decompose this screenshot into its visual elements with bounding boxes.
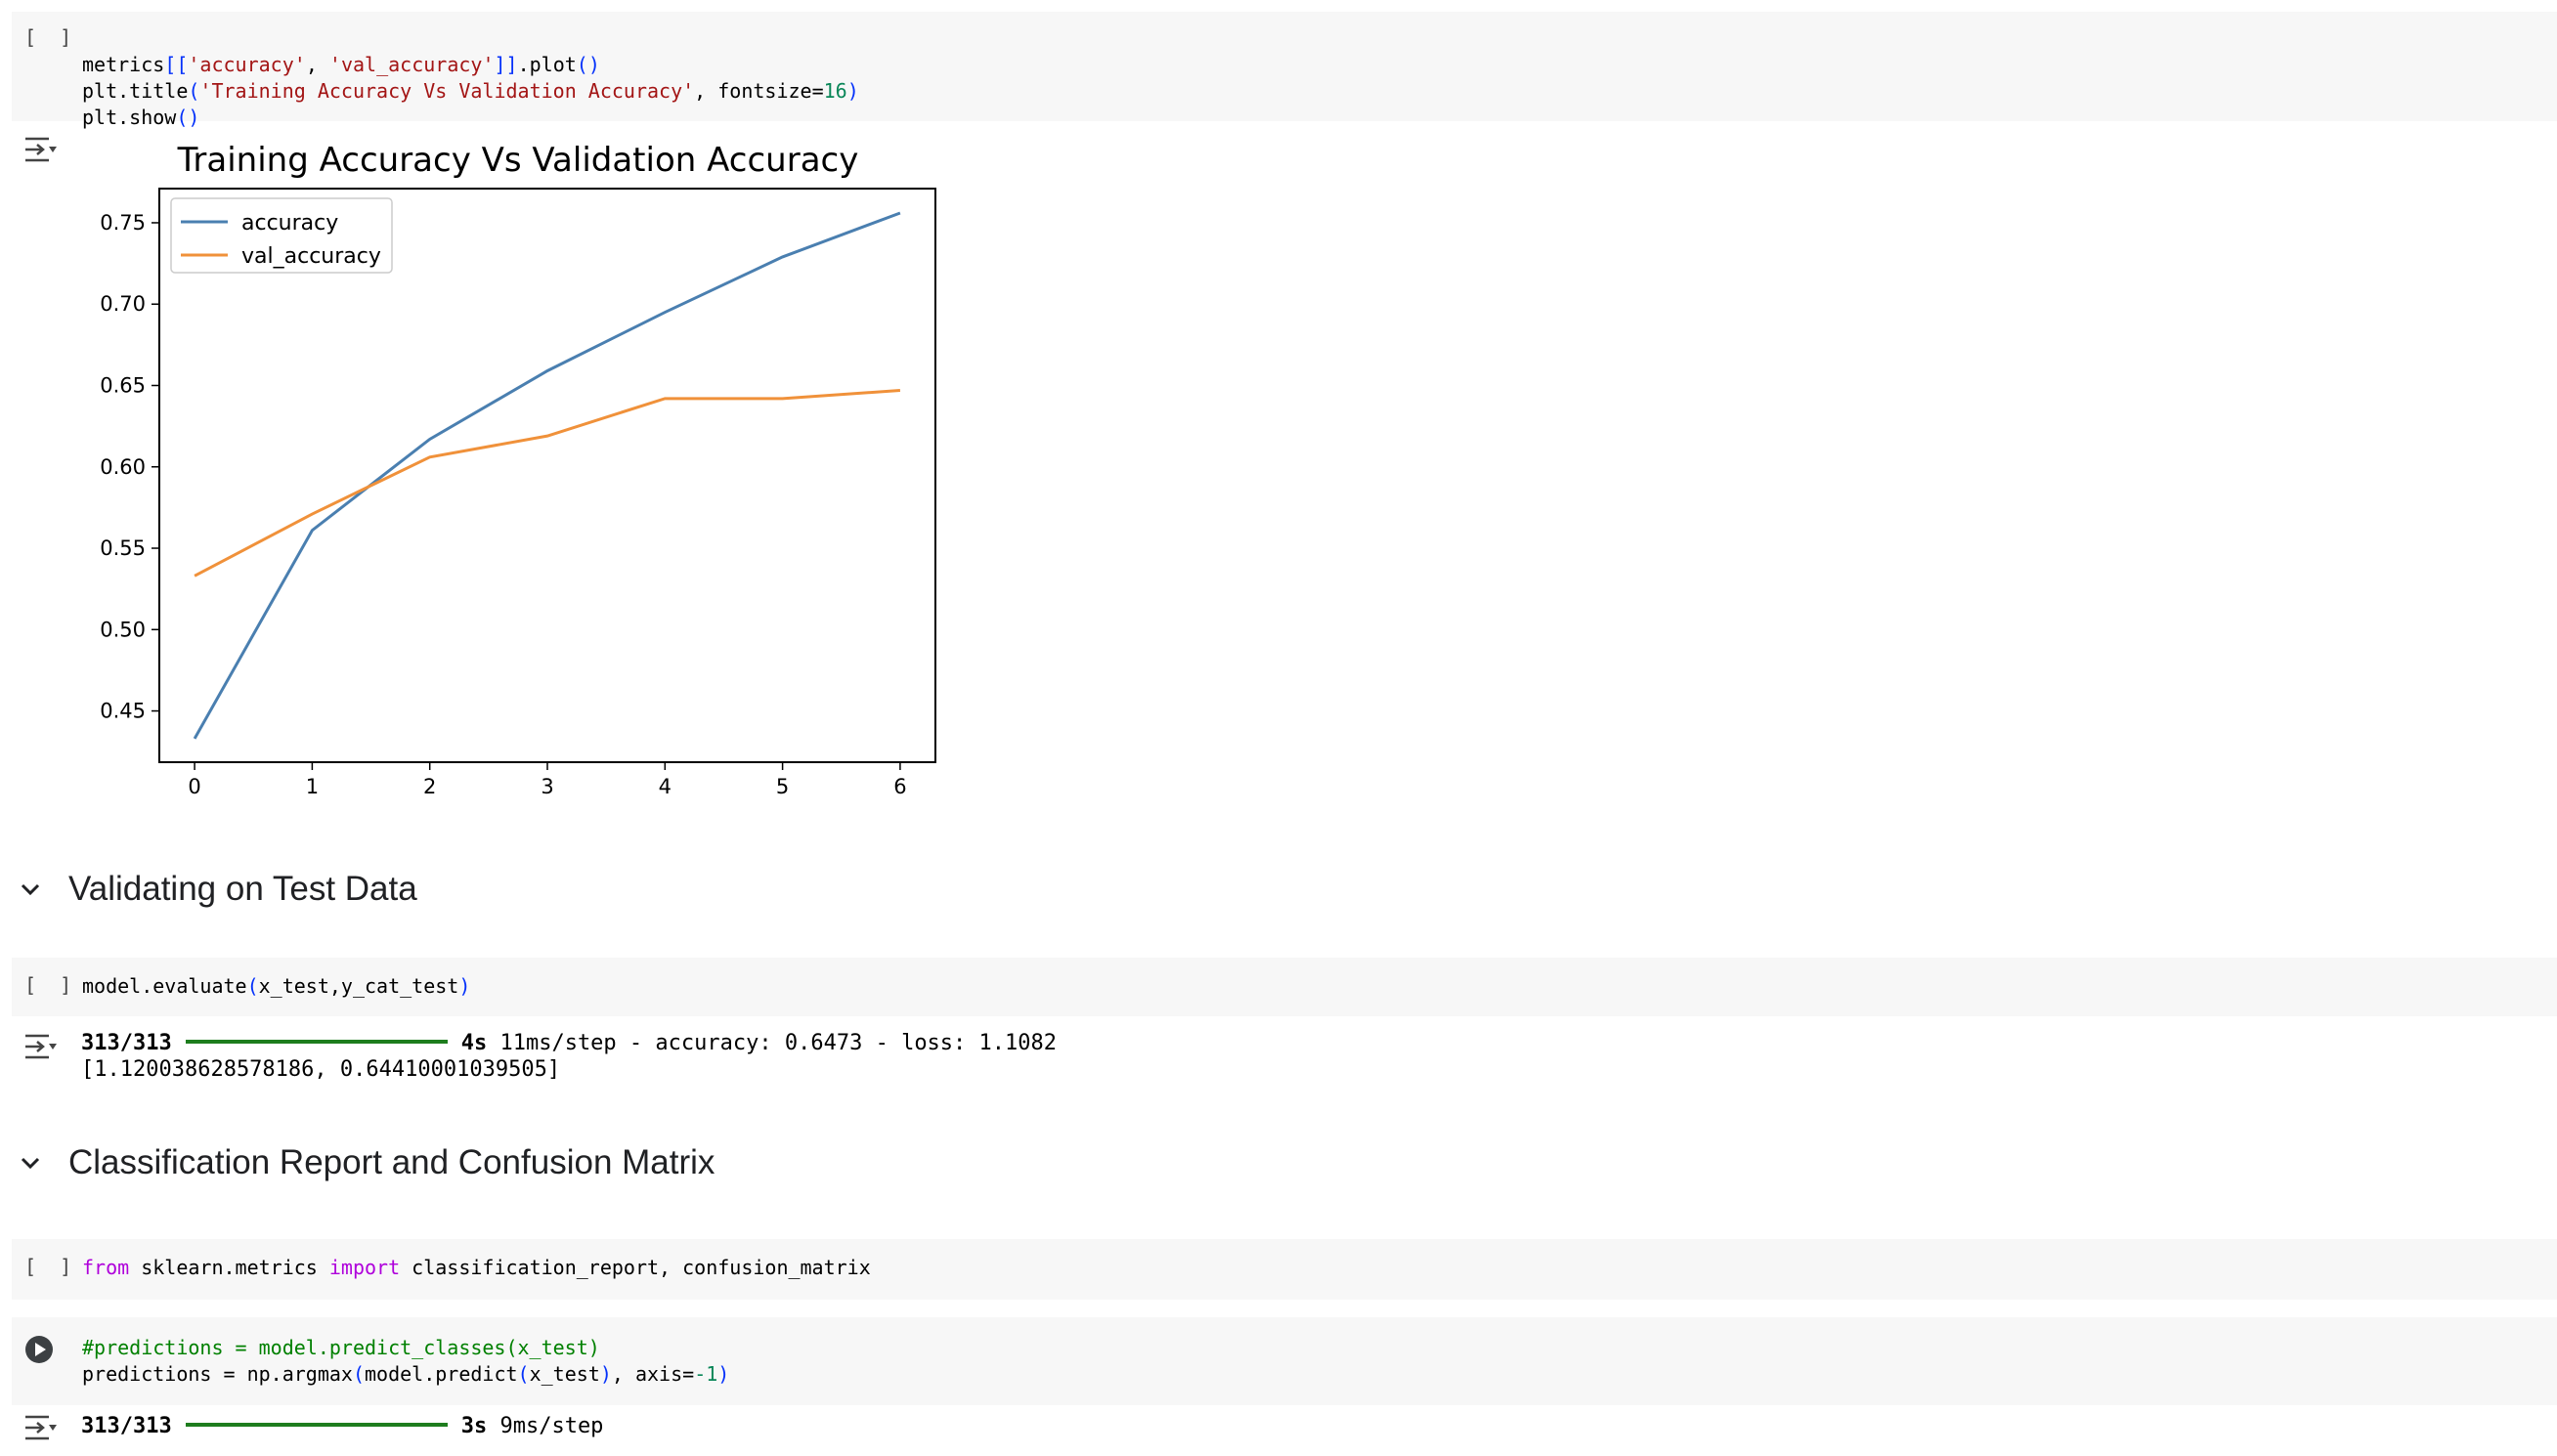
step-metrics: 9ms/step xyxy=(499,1414,604,1438)
code-token: plt.title xyxy=(82,79,189,103)
plot-code-cell[interactable]: [ ] metrics[['accuracy', 'val_accuracy']… xyxy=(12,12,2557,129)
progress-count: 313/313 xyxy=(81,1414,172,1438)
progress-count: 313/313 xyxy=(81,1031,172,1055)
x-tick-label: 1 xyxy=(306,775,319,798)
y-tick-label: 0.45 xyxy=(100,700,146,723)
code-editor[interactable]: model.evaluate(x_test,y_cat_test) xyxy=(82,973,470,1000)
code-token: 16 xyxy=(823,79,847,103)
chevron-down-icon[interactable] xyxy=(18,877,43,902)
evaluate-output: 313/313 4s 11ms/step - accuracy: 0.6473 -… xyxy=(81,1030,1057,1083)
code-token: ( xyxy=(517,1362,530,1386)
legend-entry: accuracy xyxy=(241,211,338,236)
code-token: ( xyxy=(352,1362,365,1386)
code-token: ) xyxy=(717,1362,730,1386)
y-tick-label: 0.65 xyxy=(100,373,146,397)
legend-entry: val_accuracy xyxy=(241,244,381,269)
code-token: classification_report, confusion_matrix xyxy=(400,1256,871,1279)
y-tick-label: 0.70 xyxy=(100,292,146,316)
cell-execution-bracket[interactable]: [ ] xyxy=(24,25,78,49)
section-title: Validating on Test Data xyxy=(68,870,417,908)
code-token: predictions = np.argmax xyxy=(82,1362,353,1386)
y-tick-label: 0.75 xyxy=(100,211,146,235)
code-token: ) xyxy=(458,974,471,998)
code-token: ]] xyxy=(494,53,518,76)
code-token: from xyxy=(82,1256,130,1279)
section-title: Classification Report and Confusion Matr… xyxy=(68,1143,715,1181)
x-tick-label: 4 xyxy=(659,775,672,798)
code-token: [[ xyxy=(164,53,189,76)
y-tick-label: 0.60 xyxy=(100,455,146,479)
code-token: , xyxy=(305,53,329,76)
x-tick-label: 6 xyxy=(893,775,906,798)
code-token: ) xyxy=(846,79,859,103)
evaluate-code-cell[interactable]: [ ] model.evaluate(x_test,y_cat_test) xyxy=(12,958,2557,1016)
code-comment: #predictions = model.predict_classes(x_t… xyxy=(82,1336,600,1359)
code-token: x_test,y_cat_test xyxy=(258,974,459,998)
plot-frame xyxy=(158,188,936,763)
progress-bar xyxy=(185,1423,448,1427)
section-header-classification[interactable]: Classification Report and Confusion Matr… xyxy=(12,1143,715,1182)
code-token: .plot xyxy=(517,53,577,76)
output-toggle-icon[interactable] xyxy=(23,1413,59,1442)
cell-execution-bracket[interactable]: [ ] xyxy=(24,973,78,997)
y-tick-label: 0.50 xyxy=(100,618,146,641)
code-editor[interactable]: from sklearn.metrics import classificati… xyxy=(82,1255,871,1281)
x-tick-label: 0 xyxy=(188,775,200,798)
progress-bar xyxy=(185,1040,448,1044)
import-code-cell[interactable]: [ ] from sklearn.metrics import classifi… xyxy=(12,1239,2557,1300)
code-token: ( xyxy=(188,79,200,103)
chart-title: Training Accuracy Vs Validation Accuracy xyxy=(177,141,859,180)
cell-execution-bracket[interactable]: [ ] xyxy=(24,1255,78,1278)
x-tick-label: 2 xyxy=(423,775,436,798)
code-token: 'val_accuracy' xyxy=(328,53,495,76)
code-token: model.predict xyxy=(365,1362,518,1386)
code-token: () xyxy=(576,53,600,76)
chevron-down-icon[interactable] xyxy=(18,1150,43,1176)
predict-code-cell[interactable]: #predictions = model.predict_classes(x_t… xyxy=(12,1317,2557,1405)
evaluate-result: [1.120038628578186, 0.64410001039505] xyxy=(81,1057,561,1082)
output-toggle-icon[interactable] xyxy=(23,135,59,164)
elapsed-time: 3s xyxy=(460,1414,488,1438)
code-token: 'Training Accuracy Vs Validation Accurac… xyxy=(199,79,695,103)
x-tick-label: 5 xyxy=(776,775,789,798)
code-editor[interactable]: #predictions = model.predict_classes(x_t… xyxy=(82,1335,729,1388)
code-editor[interactable]: metrics[['accuracy', 'val_accuracy']].pl… xyxy=(82,25,859,131)
series-line-accuracy xyxy=(193,211,901,740)
predict-output: 313/313 3s 9ms/step xyxy=(81,1413,603,1439)
accuracy-line-chart: Training Accuracy Vs Validation Accuracy… xyxy=(100,141,936,798)
output-toggle-icon[interactable] xyxy=(23,1032,59,1061)
series-line-val-accuracy xyxy=(194,388,901,578)
code-token: , fontsize= xyxy=(694,79,824,103)
code-token: sklearn.metrics xyxy=(129,1256,329,1279)
code-token: model.evaluate xyxy=(82,974,247,998)
section-header-validating[interactable]: Validating on Test Data xyxy=(12,870,417,909)
code-token: -1 xyxy=(694,1362,718,1386)
code-token: import xyxy=(328,1256,401,1279)
code-token: 'accuracy' xyxy=(188,53,306,76)
elapsed-time: 4s xyxy=(460,1031,488,1055)
code-token: x_test xyxy=(529,1362,600,1386)
code-token: () xyxy=(176,106,200,129)
step-metrics: 11ms/step - accuracy: 0.6473 - loss: 1.1… xyxy=(499,1031,1058,1055)
code-token: , axis= xyxy=(611,1362,695,1386)
code-token: plt.show xyxy=(82,106,177,129)
run-cell-button[interactable] xyxy=(24,1335,54,1364)
y-tick-label: 0.55 xyxy=(100,536,146,560)
code-token: ) xyxy=(599,1362,612,1386)
code-token: ( xyxy=(246,974,259,998)
code-token: metrics xyxy=(82,53,165,76)
x-tick-label: 3 xyxy=(541,775,553,798)
